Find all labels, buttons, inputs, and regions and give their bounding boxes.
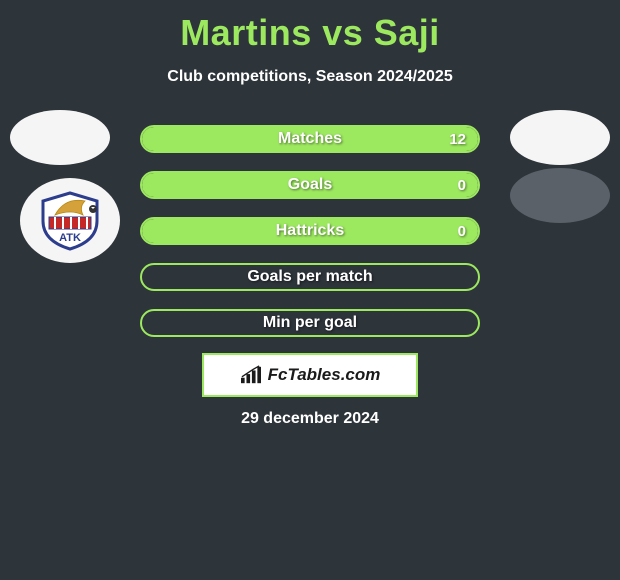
stat-right-value: 12 bbox=[449, 127, 466, 151]
player-right-club-avatar bbox=[510, 168, 610, 223]
snapshot-date: 29 december 2024 bbox=[0, 410, 620, 428]
stat-label: Goals bbox=[142, 173, 478, 197]
player-right-avatar bbox=[510, 110, 610, 165]
stat-label: Goals per match bbox=[142, 265, 478, 289]
stat-row: Matches12 bbox=[140, 125, 480, 153]
stats-comparison-table: Matches12Goals0Hattricks0Goals per match… bbox=[140, 125, 480, 355]
player-left-avatar bbox=[10, 110, 110, 165]
page-subtitle: Club competitions, Season 2024/2025 bbox=[0, 68, 620, 86]
stat-row: Goals per match bbox=[140, 263, 480, 291]
stat-right-value: 0 bbox=[458, 219, 466, 243]
stat-row: Hattricks0 bbox=[140, 217, 480, 245]
stat-label: Hattricks bbox=[142, 219, 478, 243]
brand-watermark: FcTables.com bbox=[202, 353, 418, 397]
stat-label: Matches bbox=[142, 127, 478, 151]
svg-text:ATK: ATK bbox=[59, 232, 81, 244]
page-title: Martins vs Saji bbox=[0, 0, 620, 54]
player-left-club-badge: ATK bbox=[20, 178, 120, 263]
brand-text: FcTables.com bbox=[268, 365, 381, 385]
club-shield-icon: ATK bbox=[35, 191, 105, 251]
stat-label: Min per goal bbox=[142, 311, 478, 335]
stat-right-value: 0 bbox=[458, 173, 466, 197]
stat-row: Min per goal bbox=[140, 309, 480, 337]
stat-row: Goals0 bbox=[140, 171, 480, 199]
bars-icon bbox=[240, 365, 262, 385]
